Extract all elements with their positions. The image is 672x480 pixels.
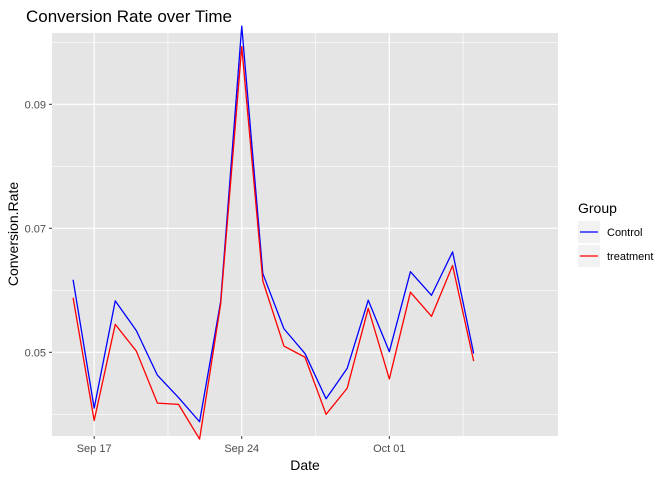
series-line-treatment bbox=[72, 45, 475, 440]
plot-panel bbox=[52, 33, 558, 436]
major-gridlines bbox=[52, 33, 558, 436]
y-axis: 0.05 0.07 0.09 bbox=[25, 99, 52, 359]
series-line-control bbox=[72, 25, 475, 423]
series-lines bbox=[72, 25, 475, 440]
y-axis-title: Conversion.Rate bbox=[5, 182, 21, 286]
legend-title: Group bbox=[578, 200, 617, 216]
x-tick-label: Sep 17 bbox=[77, 443, 112, 455]
x-axis: Sep 17 Sep 24 Oct 01 bbox=[77, 436, 406, 455]
y-tick-label: 0.07 bbox=[25, 223, 46, 235]
y-tick-label: 0.09 bbox=[25, 99, 46, 111]
legend-label: Control bbox=[607, 227, 642, 239]
legend-label: treatment bbox=[607, 251, 653, 263]
x-tick-label: Sep 24 bbox=[224, 443, 259, 455]
chart-title: Conversion Rate over Time bbox=[26, 7, 232, 26]
minor-gridlines bbox=[52, 33, 558, 436]
x-axis-title: Date bbox=[290, 457, 320, 473]
y-tick-label: 0.05 bbox=[25, 347, 46, 359]
legend: Group Control treatment bbox=[578, 200, 653, 267]
x-tick-label: Oct 01 bbox=[373, 443, 405, 455]
